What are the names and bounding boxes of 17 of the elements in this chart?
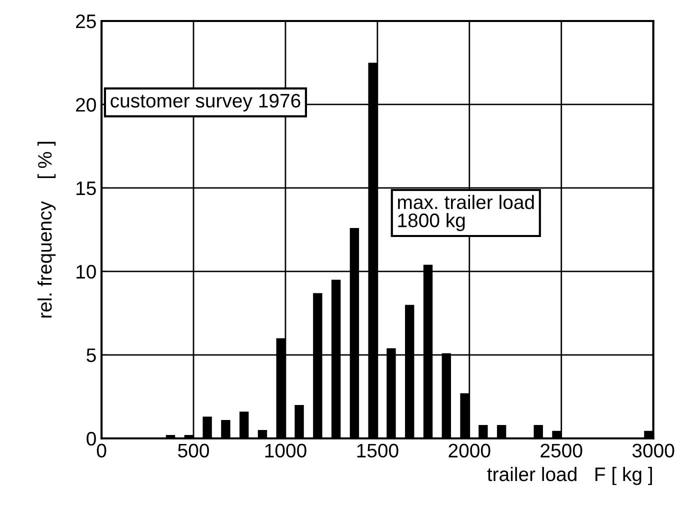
annotation: max. trailer load 1800 kg	[398, 194, 534, 232]
y-tick-label: 10	[76, 264, 96, 279]
y-tick-label: 25	[76, 14, 96, 28]
x-tick-label: 1000	[265, 444, 306, 458]
y-tick-label: 0	[86, 432, 96, 446]
y-tick-label: 5	[86, 348, 96, 362]
y-axis-title: rel. frequency [ % ]	[37, 142, 56, 318]
y-tick-label: 20	[76, 98, 96, 112]
x-tick-label: 2000	[448, 444, 490, 458]
x-axis-title: trailer load F [ kg ]	[487, 466, 652, 486]
x-tick-label: 3000	[632, 444, 674, 458]
x-tick-label: 500	[178, 444, 209, 458]
x-tick-label: 0	[96, 444, 106, 458]
x-tick-label: 2500	[540, 444, 582, 458]
x-tick-label: 1500	[357, 444, 398, 458]
y-tick-label: 15	[76, 182, 96, 196]
annotation: customer survey 1976	[110, 94, 300, 112]
